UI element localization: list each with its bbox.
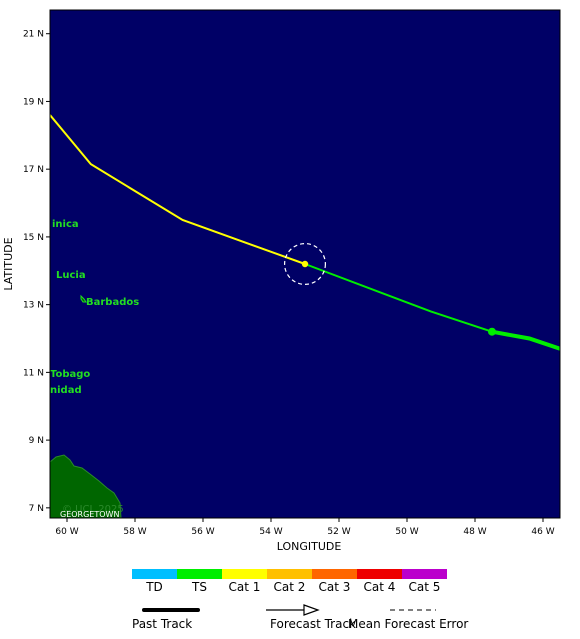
forecast-track-legend: Forecast Track <box>264 603 356 637</box>
legend-swatch <box>312 569 357 579</box>
x-tick-label: 46 W <box>531 527 554 537</box>
legend-category-label: Cat 4 <box>363 580 396 594</box>
past-track-label: Past Track <box>132 617 193 631</box>
forecast-track-line-bold <box>491 329 560 351</box>
place-label-barbados: Barbados <box>86 297 139 308</box>
y-tick-label: 11 N <box>23 368 44 378</box>
city-label-georgetown: GEORGETOWN <box>60 510 119 519</box>
x-tick-label: 54 W <box>259 527 282 537</box>
legend-category-label: Cat 2 <box>273 580 306 594</box>
place-label-st-lucia: Lucia <box>56 270 86 281</box>
x-tick-label: 48 W <box>463 527 486 537</box>
legend-category-label: TD <box>146 580 163 594</box>
y-tick-label: 7 N <box>29 504 44 514</box>
intensity-labels: TD TS Cat 1 Cat 2 Cat 3 Cat 4 Cat 5 <box>132 580 447 594</box>
legend-swatch <box>222 569 267 579</box>
legend-category-label: TS <box>192 580 207 594</box>
y-tick-label: 21 N <box>23 30 44 40</box>
barbados-land <box>80 294 87 303</box>
y-tick-label: 15 N <box>23 233 44 243</box>
x-axis-title: LONGITUDE <box>277 540 342 553</box>
legend-swatch <box>402 569 447 579</box>
forecast-track-arrow-icon <box>266 604 320 616</box>
y-axis-title: LATITUDE <box>2 237 15 290</box>
current-position-marker <box>301 260 309 268</box>
place-label-tobago: Tobago <box>50 369 90 380</box>
storm-track-map: inica Lucia Barbados Tobago nidad © UCL … <box>2 9 561 553</box>
place-label-dominica: inica <box>52 219 79 230</box>
forecast-track-line <box>304 263 493 333</box>
legend-category-label: Cat 1 <box>228 580 261 594</box>
intensity-color-bar <box>132 569 447 579</box>
past-track-legend: Past Track <box>132 603 212 637</box>
south-america-land <box>50 454 122 518</box>
y-tick-label: 13 N <box>23 301 44 311</box>
copyright-text: © UCL 2025 <box>62 504 124 515</box>
legend-category-label: Cat 5 <box>408 580 441 594</box>
x-tick-label: 60 W <box>55 527 78 537</box>
legend-swatch <box>132 569 177 579</box>
mean-error-dash-swatch <box>390 609 436 611</box>
x-tick-label: 50 W <box>395 527 418 537</box>
place-label-trinidad: nidad <box>50 385 82 396</box>
x-tick-label: 56 W <box>191 527 214 537</box>
plot-frame <box>49 9 561 519</box>
past-track-line <box>50 114 306 265</box>
forecast-track-label: Forecast Track <box>270 617 356 631</box>
x-tick-label: 52 W <box>327 527 350 537</box>
y-tick-label: 17 N <box>23 165 44 175</box>
mean-error-label: Mean Forecast Error <box>348 617 469 631</box>
legend-swatch <box>267 569 312 579</box>
legend-swatch <box>357 569 402 579</box>
legend-category-label: Cat 3 <box>318 580 351 594</box>
y-tick-label: 9 N <box>29 436 44 446</box>
y-tick-label: 19 N <box>23 97 44 107</box>
forecast-point-marker <box>488 327 496 336</box>
x-tick-label: 58 W <box>123 527 146 537</box>
legend-swatch <box>177 569 222 579</box>
past-track-swatch <box>142 608 200 612</box>
mean-error-legend: Mean Forecast Error <box>348 603 488 637</box>
forecast-error-circle <box>284 243 327 286</box>
